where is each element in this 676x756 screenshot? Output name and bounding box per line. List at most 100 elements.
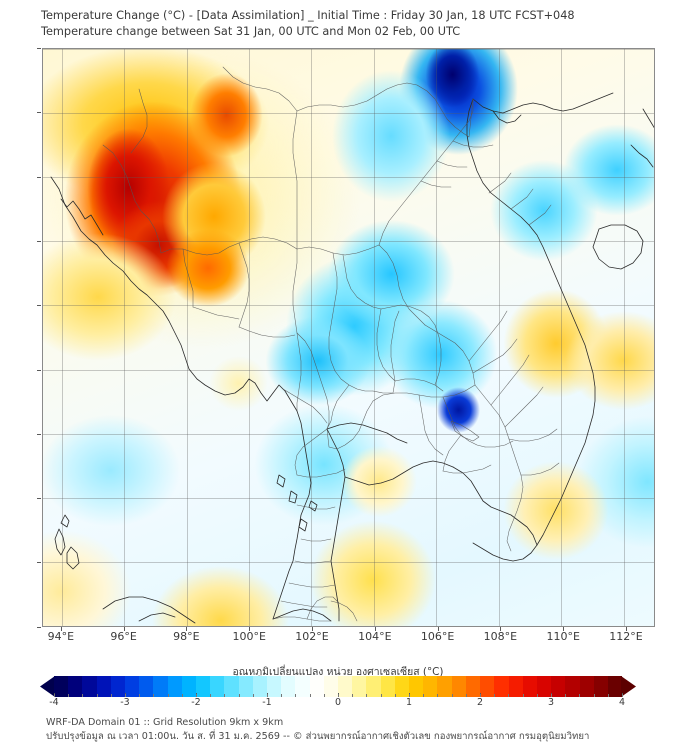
colorbar-band [494, 676, 509, 697]
colorbar-tick-minus2: -2 [191, 697, 201, 708]
colorbar-minor-tick [181, 694, 183, 697]
colorbar-under-arrow [40, 676, 55, 697]
x-tick-label-102E: 102°E [295, 630, 329, 643]
colorbar-band [522, 676, 537, 697]
x-tick-label-104E: 104°E [358, 630, 392, 643]
colorbar-minor-tick [565, 694, 567, 697]
colorbar-band [352, 676, 367, 697]
colorbar-band [338, 676, 353, 697]
colorbar-minor-tick [536, 694, 538, 697]
colorbar-minor-tick [153, 694, 155, 697]
colorbar-minor-tick [196, 694, 197, 697]
colorbar-band [125, 676, 140, 697]
colorbar-band [153, 676, 168, 697]
colorbar-minor-tick [423, 694, 425, 697]
colorbar-minor-tick [68, 694, 70, 697]
colorbar-band [295, 676, 310, 697]
colorbar-minor-tick [551, 694, 552, 697]
colorbar-band [593, 676, 608, 697]
figure-title-line1: Temperature Change (°C) - [Data Assimila… [41, 9, 575, 22]
colorbar-band [267, 676, 282, 697]
colorbar-band [224, 676, 239, 697]
colorbar-band [366, 676, 381, 697]
colorbar-tick-minus4: -4 [49, 697, 59, 708]
colorbar-band [380, 676, 395, 697]
anomaly-blob-warm-vietnam-south [495, 452, 618, 569]
colorbar-band [551, 676, 566, 697]
colorbar-band [309, 676, 324, 697]
colorbar-minor-tick [110, 694, 112, 697]
colorbar-minor-tick [480, 694, 481, 697]
colorbar-band [579, 676, 594, 697]
anomaly-blob-warm-southchina-sea [556, 302, 654, 419]
colorbar-minor-tick [96, 694, 98, 697]
colorbar-minor-tick [494, 694, 496, 697]
colorbar-minor-tick [238, 694, 240, 697]
footer-line-credit: ปรับปรุงข้อมูล ณ เวลา 01:00น. วัน ส. ที่… [46, 731, 590, 742]
colorbar-band [423, 676, 438, 697]
colorbar-minor-tick [139, 694, 141, 697]
figure-title-block: Temperature Change (°C) - [Data Assimila… [41, 8, 661, 39]
colorbar-band [252, 676, 268, 697]
colorbar-band [96, 676, 111, 697]
colorbar-tick-4: 4 [618, 697, 626, 708]
footer-block: WRF-DA Domain 01 :: Grid Resolution 9km … [46, 716, 666, 744]
colorbar-band [110, 676, 126, 697]
colorbar-minor-tick [579, 694, 581, 697]
x-tick-label-108E: 108°E [483, 630, 518, 643]
colorbar-minor-tick [607, 694, 609, 697]
colorbar-minor-tick [323, 694, 325, 697]
colorbar-minor-tick [593, 694, 595, 697]
colorbar-minor-tick [451, 694, 453, 697]
colorbar-band [394, 676, 410, 697]
colorbar-minor-tick [54, 694, 55, 697]
x-tick-label-96E: 96°E [110, 630, 137, 643]
colorbar-minor-tick [409, 694, 410, 697]
colorbar-minor-tick [252, 694, 254, 697]
colorbar-minor-tick [82, 694, 84, 697]
map-plot-area [42, 48, 655, 627]
colorbar-tick-2: 2 [476, 697, 484, 708]
colorbar-title: อุณหภูมิเปลี่ยนแปลง หน่วย องศาเซลเซียส (… [232, 666, 444, 678]
colorbar-minor-tick [267, 694, 268, 697]
colorbar-minor-tick [224, 694, 226, 697]
colorbar-band [409, 676, 424, 697]
colorbar-minor-tick [167, 694, 169, 697]
colorbar-minor-tick [309, 694, 311, 697]
colorbar-minor-tick [622, 694, 623, 697]
anomaly-blob-cold-laos [324, 60, 459, 211]
colorbar-gradient [54, 676, 622, 697]
colorbar-minor-tick [380, 694, 382, 697]
colorbar-minor-tick [338, 694, 339, 697]
colorbar-band [565, 676, 580, 697]
colorbar-band [210, 676, 225, 697]
colorbar-band [82, 676, 97, 697]
colorbar-minor-tick [281, 694, 283, 697]
colorbar-band [238, 676, 253, 697]
coastline-and-border-overlay [43, 49, 654, 626]
colorbar-minor-tick [465, 694, 467, 697]
colorbar-tick-minus3: -3 [120, 697, 130, 708]
anomaly-blob-warm-peninsula [336, 441, 422, 523]
colorbar-minor-tick [295, 694, 297, 697]
anomaly-blob-warm-gulf-north [201, 349, 276, 419]
colorbar-minor-tick [352, 694, 354, 697]
colorbar-minor-tick [210, 694, 212, 697]
colorbar-minor-tick [125, 694, 126, 697]
colorbar-band [167, 676, 182, 697]
anomaly-blob-warm-andaman [43, 222, 190, 373]
anomaly-blob-cold-hainan [556, 118, 654, 223]
colorbar-band [480, 676, 495, 697]
colorbar-band [323, 676, 339, 697]
anomaly-blob-warm-north-thailand [183, 66, 270, 165]
colorbar-tick-0: 0 [334, 697, 342, 708]
anomaly-blob-cold-mekong-core [434, 383, 483, 436]
colorbar-band [536, 676, 552, 697]
colorbar-tick-minus1: -1 [262, 697, 272, 708]
colorbar-minor-tick [522, 694, 524, 697]
colorbar-band [196, 676, 211, 697]
colorbar-minor-tick [508, 694, 510, 697]
colorbar-band [508, 676, 523, 697]
footer-line-model: WRF-DA Domain 01 :: Grid Resolution 9km … [46, 717, 284, 728]
